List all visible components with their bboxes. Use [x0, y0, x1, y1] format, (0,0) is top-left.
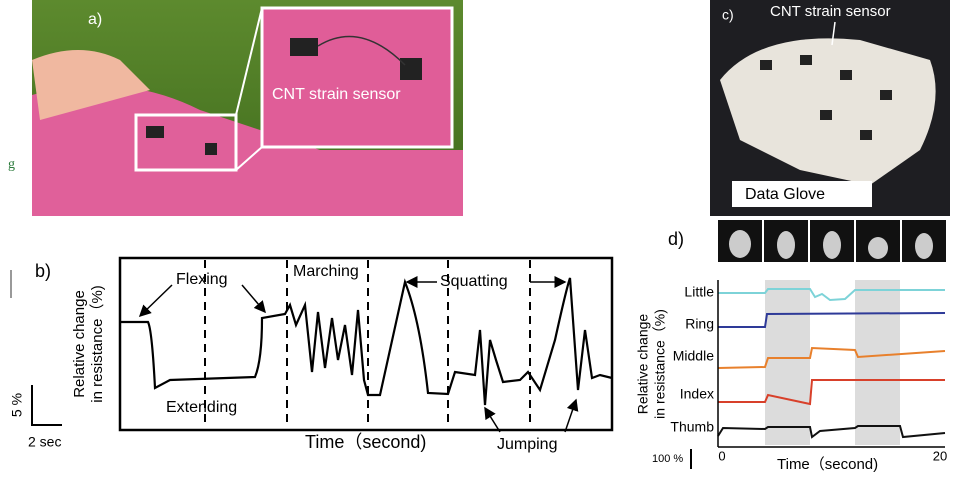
plot-frame	[118, 256, 614, 432]
callout: CNT strain sensor	[770, 3, 891, 20]
scale-label: 2 sec	[28, 434, 61, 450]
x-tick-label: 20	[933, 448, 947, 463]
finger-label: Middle	[673, 348, 714, 364]
callout: CNT strain sensor	[272, 86, 401, 103]
annotation: Squatting	[440, 273, 508, 290]
traces	[717, 288, 946, 439]
scale-label: 5 %	[9, 393, 25, 417]
y-label: in resistance（%)	[652, 309, 668, 419]
trace	[120, 277, 613, 406]
y-label: Relative change	[635, 314, 651, 415]
finger-label: Thumb	[670, 419, 714, 435]
annotation: Marching	[293, 263, 359, 280]
annotation: Flexing	[176, 271, 228, 288]
panel-label: c)	[722, 7, 734, 23]
photo-a	[32, 0, 463, 216]
fragment: g	[8, 157, 15, 172]
arrows	[138, 276, 579, 433]
annotation: Jumping	[497, 436, 557, 453]
panel-label: a)	[88, 11, 102, 28]
x-tick-label: 0	[718, 448, 725, 463]
shade	[855, 280, 900, 445]
scale-label: 100 %	[652, 453, 683, 465]
x-label: Time（second)	[777, 456, 878, 473]
scale-bar	[31, 385, 62, 426]
x-label: Time（second)	[305, 432, 426, 452]
panel-label: d)	[668, 229, 684, 249]
finger-label: Index	[680, 386, 714, 402]
panel-label: b)	[35, 261, 51, 281]
photo-c	[710, 0, 950, 216]
y-label: Relative change	[71, 290, 88, 398]
caption: Data Glove	[745, 186, 825, 203]
gesture-photos	[718, 220, 946, 262]
finger-label: Ring	[685, 316, 714, 332]
callout-arrow	[831, 21, 836, 46]
annotation: Extending	[166, 399, 237, 416]
y-label: in resistance（%)	[89, 285, 106, 403]
finger-label: Little	[684, 284, 714, 300]
dividers	[204, 260, 531, 428]
shade	[765, 280, 810, 445]
